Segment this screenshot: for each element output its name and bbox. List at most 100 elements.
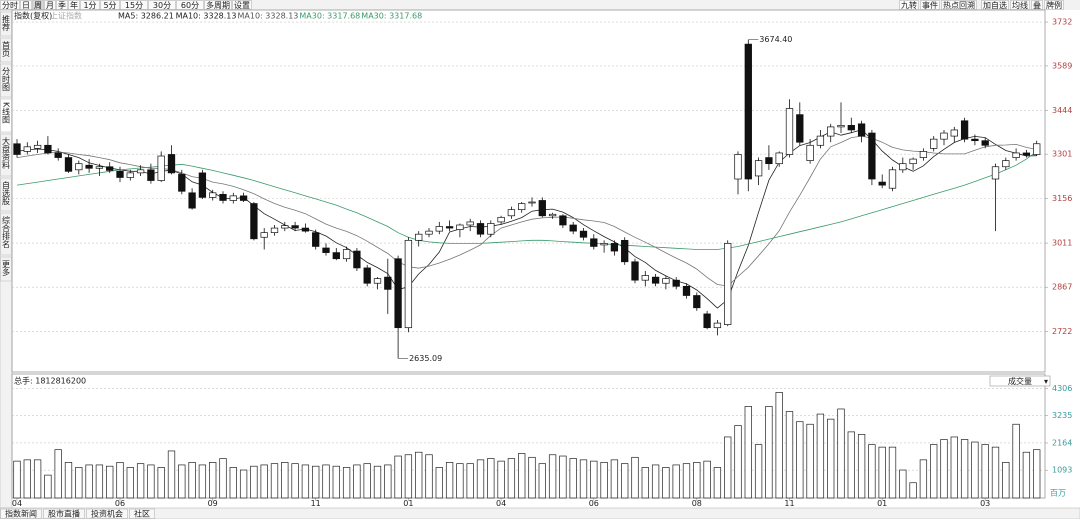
- tool-button[interactable]: [941, 0, 977, 10]
- volume-bar: [435, 467, 443, 499]
- volume-selector[interactable]: [989, 375, 1051, 387]
- sidebar-label[interactable]: 综合排名: [2, 215, 11, 249]
- period-label[interactable]: 5分: [103, 1, 116, 10]
- volume-bar: [981, 444, 989, 499]
- sidebar-button[interactable]: [0, 177, 12, 212]
- period-button[interactable]: [80, 0, 100, 10]
- tool-button[interactable]: [899, 0, 919, 10]
- sidebar-label[interactable]: 推荐: [2, 14, 11, 32]
- candle-body: [672, 279, 680, 287]
- tool-button[interactable]: [1031, 0, 1043, 10]
- dropdown-arrow: ▾: [1044, 377, 1048, 386]
- candle-body: [981, 140, 989, 146]
- sidebar-button[interactable]: [0, 256, 12, 282]
- volume-bar: [837, 408, 845, 499]
- sidebar-label[interactable]: 首页: [2, 40, 11, 58]
- sidebar-button[interactable]: [0, 212, 12, 256]
- tool-label[interactable]: 牌例: [1046, 0, 1062, 10]
- period-label[interactable]: 年: [70, 0, 78, 10]
- tool-label[interactable]: 加自选: [983, 0, 1007, 10]
- period-label[interactable]: 日: [22, 1, 30, 10]
- period-label[interactable]: 季: [58, 0, 66, 10]
- tool-button[interactable]: [1010, 0, 1030, 10]
- sidebar-label[interactable]: 分时图: [2, 67, 11, 92]
- candle-body: [373, 278, 382, 284]
- candle-body: [497, 216, 505, 223]
- sidebar-label[interactable]: 自选股: [2, 180, 11, 206]
- volume-bar: [651, 464, 660, 499]
- y-tick-label: 2722: [1052, 327, 1072, 336]
- period-button[interactable]: [32, 0, 44, 10]
- candle-body: [610, 243, 619, 252]
- tool-button[interactable]: [1044, 0, 1064, 10]
- period-button[interactable]: [232, 0, 252, 10]
- volume-bar: [919, 459, 928, 499]
- tool-label[interactable]: 事件: [922, 0, 938, 10]
- sidebar-button[interactable]: [0, 37, 12, 63]
- volume-bar: [590, 460, 598, 499]
- candle-body: [415, 233, 423, 241]
- tool-button[interactable]: [920, 0, 940, 10]
- volume-selector-label[interactable]: 成交量: [1008, 376, 1032, 386]
- period-label[interactable]: 多周期: [206, 0, 230, 10]
- y-tick-label: 2867: [1052, 283, 1072, 292]
- sidebar-button[interactable]: [0, 133, 12, 177]
- tool-label[interactable]: 叠: [1033, 1, 1041, 10]
- volume-bar: [23, 459, 31, 499]
- period-label[interactable]: 30分: [153, 1, 171, 10]
- candle-body: [332, 252, 340, 260]
- period-label[interactable]: 15分: [125, 1, 143, 10]
- volume-bar: [672, 464, 680, 499]
- candle-body: [157, 155, 165, 181]
- volume-bar: [600, 462, 608, 499]
- candle-body: [64, 157, 73, 172]
- candle-body: [641, 275, 649, 281]
- period-label[interactable]: 月: [46, 1, 54, 10]
- period-button[interactable]: [176, 0, 204, 10]
- sidebar-button[interactable]: [0, 11, 12, 37]
- period-button[interactable]: [100, 0, 120, 10]
- candle-body: [188, 192, 196, 209]
- volume-bar: [713, 467, 722, 499]
- tab-label[interactable]: 投资机会: [91, 509, 123, 519]
- volume-bar: [621, 463, 629, 499]
- sidebar-button[interactable]: [0, 63, 12, 98]
- period-button[interactable]: [68, 0, 80, 10]
- volume-bar: [322, 464, 330, 499]
- volume-bar: [342, 467, 351, 499]
- period-button[interactable]: [20, 0, 32, 10]
- sidebar-label[interactable]: K线图: [2, 102, 11, 124]
- tab-label[interactable]: 指数新闻: [5, 509, 37, 519]
- sidebar-button[interactable]: [0, 98, 12, 133]
- candle-body: [600, 243, 608, 246]
- period-button[interactable]: [148, 0, 176, 10]
- candle-body: [796, 114, 804, 143]
- candle-body: [899, 163, 907, 171]
- period-button[interactable]: [0, 0, 20, 10]
- candle-body: [734, 154, 742, 180]
- tab-label[interactable]: 股市直播: [48, 509, 80, 519]
- period-label[interactable]: 分时: [2, 0, 18, 10]
- volume-bar: [971, 441, 979, 499]
- period-button[interactable]: [204, 0, 232, 10]
- sidebar-label[interactable]: 更多: [2, 260, 11, 277]
- period-button[interactable]: [44, 0, 56, 10]
- tool-label[interactable]: 均线: [1012, 0, 1028, 10]
- candle-body: [827, 126, 835, 137]
- volume-bar: [538, 463, 546, 499]
- period-label[interactable]: 60分: [181, 1, 199, 10]
- period-label[interactable]: 设置: [234, 0, 250, 10]
- tool-label[interactable]: 九转: [901, 0, 917, 10]
- period-label[interactable]: 周: [34, 1, 42, 10]
- candle-body: [404, 239, 413, 329]
- candle-body: [950, 129, 958, 137]
- volume-bar: [95, 464, 104, 499]
- period-label[interactable]: 1分: [83, 1, 96, 10]
- tool-label[interactable]: 热点回溯: [943, 0, 975, 10]
- tool-button[interactable]: [981, 0, 1009, 10]
- tab-label[interactable]: 社区: [134, 509, 150, 519]
- period-button[interactable]: [56, 0, 68, 10]
- sidebar-label[interactable]: 大盘资料: [2, 136, 11, 170]
- y-tick-label: 3444: [1052, 106, 1072, 115]
- period-button[interactable]: [120, 0, 148, 10]
